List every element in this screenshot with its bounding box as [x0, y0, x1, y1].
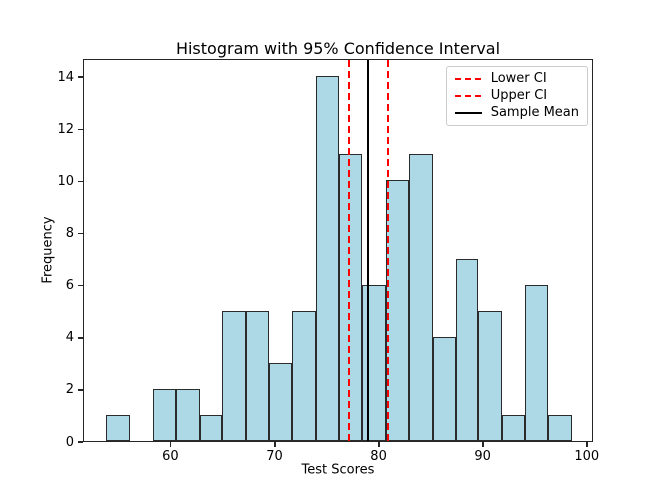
- x-tick-label: 60: [162, 449, 179, 464]
- x-tick-mark: [169, 442, 172, 447]
- y-tick-mark: [78, 337, 83, 339]
- x-tick-mark: [482, 442, 484, 447]
- histogram-bar: [385, 180, 409, 441]
- histogram-bar: [316, 76, 339, 441]
- x-tick-label: 90: [474, 449, 491, 464]
- histogram-bar: [339, 154, 362, 441]
- y-tick-mark: [78, 284, 83, 287]
- histogram-bar: [152, 388, 176, 441]
- histogram-bar: [478, 310, 503, 441]
- y-tick-mark: [78, 180, 83, 183]
- y-tick-mark: [78, 232, 83, 235]
- legend-entry: Sample Mean: [454, 105, 579, 120]
- x-tick-mark: [274, 442, 276, 447]
- histogram-bar: [175, 388, 200, 441]
- x-axis-label: Test Scores: [301, 462, 375, 478]
- histogram-bar: [361, 284, 386, 441]
- legend-entry-label: Sample Mean: [490, 105, 579, 120]
- x-tick-label: 80: [370, 449, 387, 464]
- y-tick-label: 2: [65, 382, 74, 398]
- histogram-bar: [199, 414, 223, 441]
- y-tick-label: 10: [57, 173, 74, 189]
- y-tick-label: 14: [57, 69, 74, 85]
- histogram-bar: [269, 362, 293, 441]
- legend-entry-label: Upper CI: [490, 88, 548, 103]
- y-tick-label: 8: [65, 226, 74, 242]
- histogram-bar: [408, 154, 433, 441]
- x-tick-mark: [378, 442, 380, 447]
- histogram-bar: [246, 310, 270, 441]
- lower-ci-line: [348, 60, 351, 441]
- y-tick-mark: [78, 441, 83, 443]
- legend-dashed-line-icon: [454, 95, 482, 97]
- y-tick-mark: [78, 128, 83, 131]
- y-axis-label: Frequency: [40, 216, 56, 284]
- y-tick-label: 4: [65, 330, 74, 346]
- y-tick-label: 12: [57, 121, 74, 137]
- x-tick-label: 100: [574, 449, 600, 464]
- histogram-bar: [455, 258, 479, 441]
- histogram-bar: [548, 414, 573, 441]
- legend-entry: Upper CI: [454, 88, 579, 103]
- sample-mean-line: [367, 60, 370, 441]
- y-tick-label: 6: [65, 278, 74, 294]
- y-tick-mark: [78, 76, 83, 78]
- histogram-bar: [525, 284, 549, 441]
- histogram-bar: [292, 310, 317, 441]
- upper-ci-line: [386, 60, 389, 441]
- x-tick-label: 70: [266, 449, 283, 464]
- histogram-bar: [502, 414, 526, 441]
- y-tick-label: 0: [65, 434, 74, 450]
- legend-dashed-line-icon: [454, 78, 482, 80]
- legend-solid-line-icon: [454, 112, 482, 114]
- y-tick-mark: [78, 389, 83, 391]
- histogram-bar: [105, 414, 130, 441]
- x-tick-mark: [586, 442, 588, 447]
- chart-title: Histogram with 95% Confidence Interval: [175, 39, 501, 58]
- histogram-bar: [432, 336, 456, 441]
- histogram-bar: [222, 310, 247, 441]
- legend-entry-label: Lower CI: [490, 71, 547, 86]
- legend: Lower CI Upper CI Sample Mean: [445, 66, 588, 126]
- plot-area: Lower CI Upper CI Sample Mean: [83, 59, 593, 442]
- legend-entry: Lower CI: [454, 71, 579, 86]
